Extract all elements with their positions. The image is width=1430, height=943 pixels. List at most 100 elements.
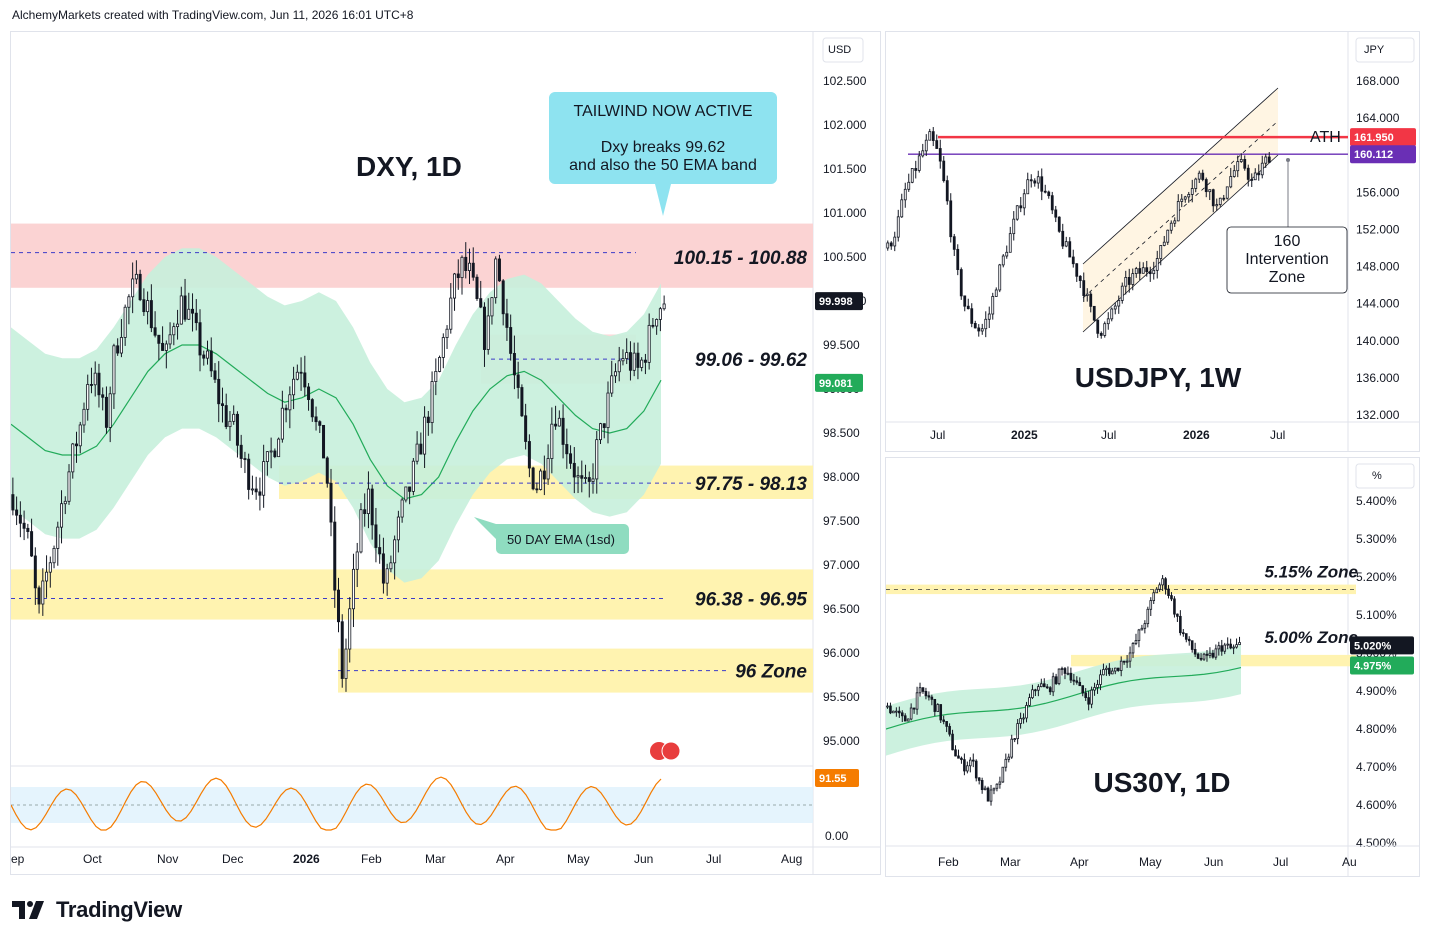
usdjpy-candle-body: [956, 248, 960, 270]
usdjpy-candle-body: [1001, 255, 1005, 266]
dxy-candle-body: [119, 337, 123, 354]
us30y-candle-body: [1004, 758, 1008, 768]
dxy-candle-body: [647, 324, 651, 363]
usdjpy-y-tick-label: 144.000: [1356, 297, 1400, 311]
dxy-chart-svg[interactable]: USD 102.500 102.000 101.500 101.000 100.500 10…: [11, 32, 880, 874]
usdjpy-candle-body: [1246, 167, 1250, 180]
dxy-zone-label: 96.38 - 96.95: [695, 589, 807, 610]
us30y-candle-body: [1048, 687, 1052, 693]
usdjpy-candle-body: [910, 168, 914, 183]
usdjpy-candle-body: [1005, 251, 1009, 257]
dxy-candle-body: [104, 396, 108, 428]
dxy-candle-body: [565, 444, 569, 455]
usdjpy-candle-body: [1064, 241, 1068, 247]
usdjpy-candle-body: [896, 216, 900, 238]
usdjpy-candle-body: [1075, 263, 1079, 277]
usdjpy-candle-body: [1089, 293, 1093, 307]
dxy-candle-body: [18, 514, 22, 524]
usdjpy-candle-body: [1113, 305, 1117, 310]
us30y-chart-svg[interactable]: %5.400%5.300%5.200%5.100%5.000%4.900%4.8…: [886, 458, 1419, 876]
usdjpy-chart-panel[interactable]: JPY168.000164.000160.514156.000152.00014…: [885, 31, 1420, 452]
dxy-candle-body: [60, 503, 64, 528]
dxy-candle-body: [183, 295, 187, 320]
usdjpy-intervention-line3: Zone: [1269, 269, 1306, 286]
usdjpy-candle-body: [1019, 205, 1023, 209]
dxy-y-tick-label: 97.500: [823, 514, 860, 528]
us30y-candle-body: [1232, 646, 1235, 649]
dxy-candle-body: [191, 308, 195, 314]
dxy-candle-body: [617, 360, 621, 373]
usdjpy-chart-svg[interactable]: JPY168.000164.000160.514156.000152.00014…: [886, 32, 1419, 451]
usdjpy-candle-body: [1047, 191, 1051, 197]
us30y-x-tick-label: Feb: [938, 855, 959, 869]
us30y-candle-body: [1220, 645, 1224, 652]
dxy-y-tick-label: 98.000: [823, 470, 860, 484]
dxy-candle-body: [475, 276, 479, 299]
us30y-candle-body: [1182, 632, 1185, 635]
us30y-x-tick-label: Jun: [1204, 855, 1223, 869]
dxy-y-tick-label: 100.500: [823, 250, 867, 264]
dxy-y-tick-label: 102.500: [823, 74, 867, 88]
dxy-candle-body: [232, 413, 236, 422]
us30y-candle-body: [1119, 660, 1123, 671]
dxy-candle-body: [33, 555, 37, 589]
dxy-candle-body: [78, 424, 82, 447]
usdjpy-y-tick-label: 140.000: [1356, 334, 1400, 348]
dxy-candle-body: [625, 352, 629, 359]
usdjpy-candle-body: [1190, 188, 1194, 195]
us-flag-icon: [661, 741, 681, 761]
dxy-candle-body: [658, 308, 662, 320]
usdjpy-currency-box: [1355, 37, 1415, 63]
dxy-ema-label: 50 DAY EMA (1sd): [507, 532, 615, 547]
us30y-candle-body: [1072, 679, 1076, 682]
usdjpy-candle-body: [928, 131, 932, 141]
dxy-candle-body: [441, 337, 445, 358]
usdjpy-candle-body: [1183, 196, 1187, 200]
us30y-candle-body: [1075, 680, 1079, 683]
us30y-candle-body: [1143, 623, 1147, 629]
usdjpy-candle-body: [1085, 293, 1089, 296]
usdjpy-candle-body: [1131, 273, 1135, 285]
usdjpy-candle-body: [1106, 318, 1110, 325]
dxy-candle-body: [584, 477, 588, 479]
us30y-candle-body: [1031, 689, 1034, 699]
usdjpy-y-tick-label: 136.000: [1356, 371, 1400, 385]
us30y-candle-body: [1158, 584, 1161, 590]
us30y-candle-body: [983, 787, 987, 791]
dxy-chart-panel[interactable]: USD 102.500 102.000 101.500 101.000 100.500 10…: [10, 31, 881, 875]
dxy-callout-box: [549, 92, 777, 216]
dxy-y-tick-label: 96.000: [823, 646, 860, 660]
dxy-last-price-tag: 99.998: [819, 296, 853, 308]
dxy-candle-body: [467, 262, 471, 271]
usdjpy-candle-body: [1257, 172, 1261, 176]
dxy-candle-body: [299, 371, 303, 374]
dxy-y-tick-label: 96.500: [823, 602, 860, 616]
dxy-callout-title: TAILWIND NOW ACTIVE: [574, 103, 753, 120]
dxy-candle-body: [404, 486, 408, 501]
dxy-candle-body: [67, 471, 71, 502]
dxy-candle-body: [351, 568, 355, 610]
dxy-candle-body: [284, 407, 288, 411]
dxy-x-tick-label: Feb: [361, 852, 382, 866]
dxy-candle-body: [56, 526, 60, 549]
us30y-candle-body: [1054, 676, 1058, 684]
us30y-chart-panel[interactable]: %5.400%5.300%5.200%5.100%5.000%4.900%4.8…: [885, 457, 1420, 877]
dxy-candle-body: [157, 334, 161, 344]
dxy-x-tick-label: May: [567, 852, 590, 866]
usdjpy-candle-body: [1117, 300, 1121, 307]
us30y-candle-body: [1045, 686, 1049, 689]
usdjpy-candle-body: [1036, 176, 1040, 184]
dxy-candle-body: [520, 387, 524, 417]
dxy-candle-body: [606, 392, 610, 429]
usdjpy-candle-body: [1166, 229, 1170, 243]
us30y-x-tick-label: Apr: [1070, 855, 1089, 869]
dxy-candle-body: [277, 438, 281, 458]
usdjpy-candle-body: [931, 131, 935, 141]
dxy-candle-body: [15, 509, 19, 516]
dxy-candle-body: [101, 394, 105, 398]
dxy-ema-value-tag-bg: [815, 373, 863, 392]
usdjpy-x-tick-label: 2026: [1183, 428, 1210, 442]
usdjpy-channel-top: [1082, 87, 1279, 265]
usdjpy-candle-body: [1082, 280, 1086, 296]
us30y-candle-body: [886, 705, 889, 708]
